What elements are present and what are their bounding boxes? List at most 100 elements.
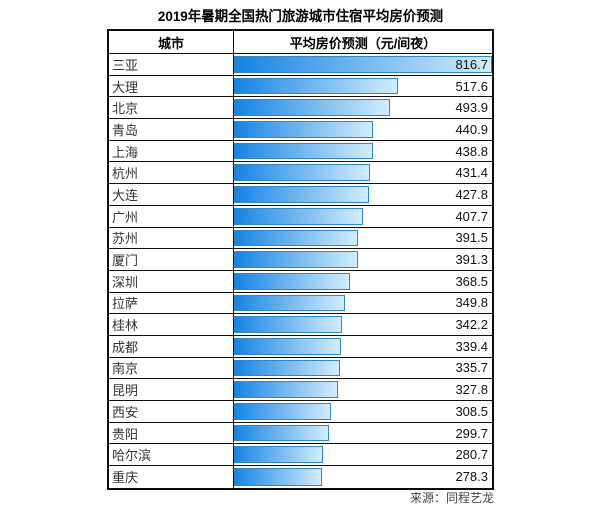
city-label: 西安 <box>109 401 234 422</box>
table-body: 三亚 816.7 大理 517.6 北京 493.9 青岛 440.9 上海 438.8 杭州 431… <box>109 54 492 488</box>
bar-cell: 299.7 <box>234 423 492 444</box>
city-label: 深圳 <box>109 270 234 292</box>
table-row: 杭州 431.4 <box>109 162 492 185</box>
table-header-row: 城市 平均房价预测（元/间夜） <box>109 31 492 54</box>
city-label: 大连 <box>109 184 234 205</box>
city-label: 成都 <box>109 335 234 357</box>
table-row: 贵阳 299.7 <box>109 422 492 445</box>
price-bar <box>234 468 322 486</box>
bar-cell: 391.3 <box>234 249 492 270</box>
price-bar <box>234 272 351 290</box>
table-row: 上海 438.8 <box>109 140 492 163</box>
price-value: 517.6 <box>455 78 488 94</box>
city-label: 哈尔滨 <box>109 444 234 466</box>
city-label: 桂林 <box>109 314 234 335</box>
table-row: 西安 308.5 <box>109 401 492 423</box>
price-value: 308.5 <box>455 403 488 419</box>
bar-cell: 438.8 <box>234 141 492 162</box>
price-bar <box>234 316 343 333</box>
price-bar <box>234 403 332 420</box>
value-column-header: 平均房价预测（元/间夜） <box>289 35 437 51</box>
city-label: 昆明 <box>109 379 234 400</box>
price-value: 391.3 <box>455 252 488 268</box>
city-label: 南京 <box>109 357 234 379</box>
price-table: 城市 平均房价预测（元/间夜） 三亚 816.7 大理 517.6 北京 493.9 青岛 4… <box>107 29 494 490</box>
table-row: 大理 517.6 <box>109 75 492 98</box>
price-bar <box>234 446 323 464</box>
city-label: 青岛 <box>109 119 234 140</box>
bar-cell: 335.7 <box>234 358 492 379</box>
price-bar <box>234 337 342 355</box>
city-label: 广州 <box>109 205 234 227</box>
price-bar <box>234 142 373 160</box>
price-value: 299.7 <box>455 425 488 441</box>
price-bar <box>234 424 329 442</box>
bar-cell: 517.6 <box>234 76 492 97</box>
table-row: 厦门 391.3 <box>109 249 492 271</box>
price-value: 431.4 <box>455 165 488 181</box>
price-bar <box>234 99 391 117</box>
city-label: 苏州 <box>109 227 234 249</box>
price-bar <box>234 294 345 312</box>
price-value: 440.9 <box>455 121 488 137</box>
price-bar <box>234 251 358 268</box>
city-label: 重庆 <box>109 466 234 488</box>
bar-cell: 431.4 <box>234 162 492 183</box>
table-row: 北京 493.9 <box>109 97 492 120</box>
bar-cell: 368.5 <box>234 271 492 292</box>
price-bar <box>234 207 363 225</box>
city-label: 上海 <box>109 140 234 162</box>
table-row: 南京 335.7 <box>109 357 492 380</box>
price-value: 339.4 <box>455 338 488 354</box>
table-row: 苏州 391.5 <box>109 227 492 250</box>
price-value: 278.3 <box>455 469 488 485</box>
price-value: 493.9 <box>455 100 488 116</box>
price-bar <box>234 164 371 182</box>
price-value: 342.2 <box>455 317 488 333</box>
bar-cell: 391.5 <box>234 228 492 249</box>
price-bar <box>234 77 398 95</box>
table-row: 深圳 368.5 <box>109 270 492 293</box>
bar-cell: 280.7 <box>234 444 492 465</box>
bar-cell: 308.5 <box>234 401 492 422</box>
bar-cell: 493.9 <box>234 97 492 118</box>
price-value: 391.5 <box>455 230 488 246</box>
bar-cell: 407.7 <box>234 206 492 227</box>
bar-cell: 440.9 <box>234 119 492 140</box>
table-row: 成都 339.4 <box>109 335 492 358</box>
table-row: 昆明 327.8 <box>109 379 492 401</box>
bar-cell: 427.8 <box>234 184 492 205</box>
table-row: 大连 427.8 <box>109 184 492 206</box>
bar-cell: 349.8 <box>234 293 492 314</box>
price-value: 335.7 <box>455 360 488 376</box>
table-row: 重庆 278.3 <box>109 466 492 488</box>
price-bar <box>234 186 370 203</box>
price-bar <box>234 121 374 138</box>
city-label: 杭州 <box>109 162 234 184</box>
price-value: 327.8 <box>455 382 488 398</box>
bar-cell: 342.2 <box>234 314 492 335</box>
table-row: 哈尔滨 280.7 <box>109 444 492 467</box>
price-bar <box>234 359 341 377</box>
price-bar <box>234 381 338 398</box>
table-row: 拉萨 349.8 <box>109 292 492 315</box>
city-label: 厦门 <box>109 249 234 270</box>
price-value: 816.7 <box>455 56 488 72</box>
city-label: 拉萨 <box>109 292 234 314</box>
city-label: 北京 <box>109 97 234 119</box>
city-label: 大理 <box>109 75 234 97</box>
bar-cell: 816.7 <box>234 54 492 75</box>
price-value: 407.7 <box>455 208 488 224</box>
price-value: 280.7 <box>455 447 488 463</box>
price-bar <box>234 229 358 247</box>
price-value: 438.8 <box>455 143 488 159</box>
price-value: 427.8 <box>455 186 488 202</box>
bar-cell: 278.3 <box>234 466 492 488</box>
city-column-header: 城市 <box>109 31 234 53</box>
bar-cell: 339.4 <box>234 336 492 357</box>
price-value: 349.8 <box>455 295 488 311</box>
table-row: 广州 407.7 <box>109 205 492 228</box>
bar-cell: 327.8 <box>234 379 492 400</box>
price-value: 368.5 <box>455 273 488 289</box>
